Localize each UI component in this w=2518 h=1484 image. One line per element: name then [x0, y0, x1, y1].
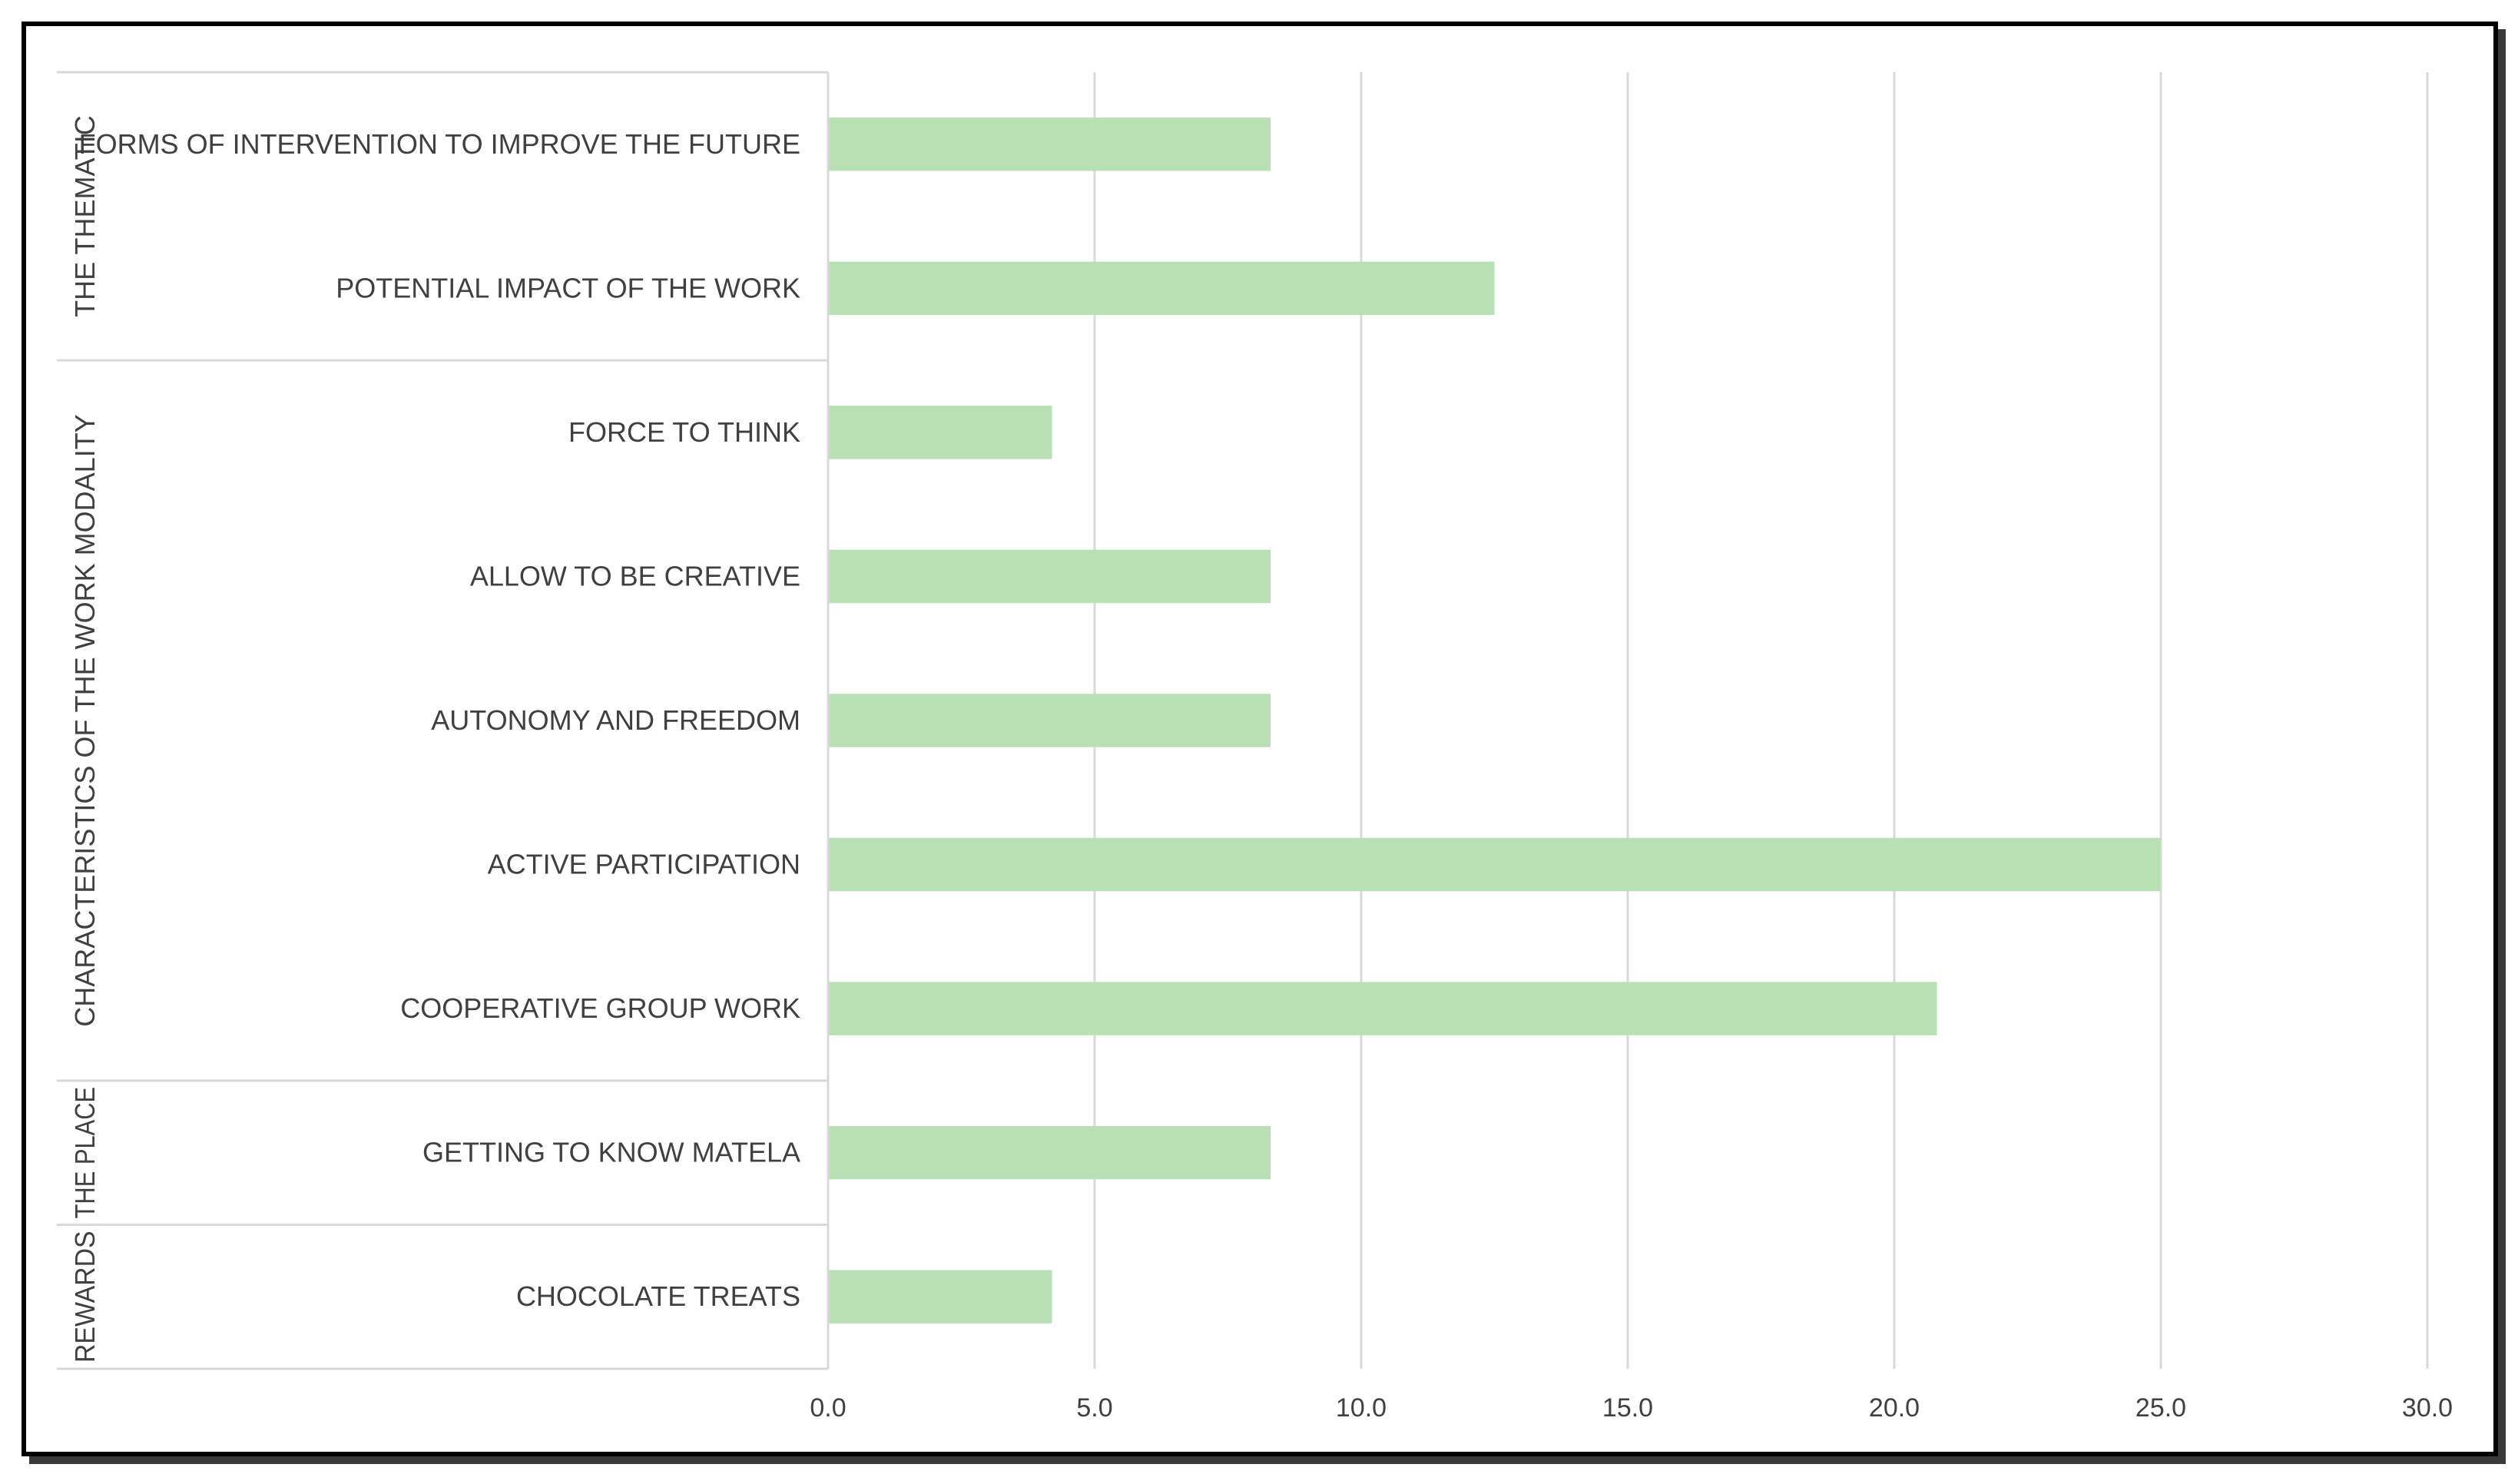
- x-tick-label: 10.0: [1336, 1393, 1387, 1423]
- bar: [828, 837, 2161, 892]
- bar: [828, 1125, 1271, 1180]
- x-tick-label: 0.0: [810, 1393, 846, 1423]
- category-label: ALLOW TO BE CREATIVE: [470, 560, 800, 591]
- group-label: THE THEMATIC: [69, 115, 101, 317]
- bars: [828, 118, 2161, 1323]
- group-labels: THE THEMATIC CHARACTERISTICS OF THE WORK …: [69, 115, 101, 1363]
- category-label: COOPERATIVE GROUP WORK: [400, 992, 800, 1024]
- x-tick-labels: 0.0 5.0 10.0 15.0 20.0 25.0 30.0: [810, 1393, 2453, 1423]
- category-label: CHOCOLATE TREATS: [516, 1280, 800, 1312]
- category-label: AUTONOMY AND FREEDOM: [431, 704, 800, 736]
- bar: [828, 406, 1052, 459]
- x-tick-label: 20.0: [1869, 1393, 1920, 1423]
- bar: [828, 261, 1495, 316]
- category-labels: FORMS OF INTERVENTION TO IMPROVE THE FUT…: [79, 128, 800, 1312]
- category-label: ACTIVE PARTICIPATION: [488, 849, 800, 880]
- category-label: GETTING TO KNOW MATELA: [422, 1137, 800, 1168]
- x-tick-label: 5.0: [1076, 1393, 1112, 1423]
- group-label: CHARACTERISTICS OF THE WORK MODALITY: [69, 414, 101, 1026]
- category-label: FORCE TO THINK: [568, 416, 800, 448]
- x-tick-label: 25.0: [2135, 1393, 2186, 1423]
- bar: [828, 694, 1271, 747]
- category-label: POTENTIAL IMPACT OF THE WORK: [336, 272, 800, 303]
- bar-chart: FORMS OF INTERVENTION TO IMPROVE THE FUT…: [57, 71, 2453, 1423]
- category-label: FORMS OF INTERVENTION TO IMPROVE THE FUT…: [79, 128, 800, 160]
- x-tick-label: 30.0: [2402, 1393, 2453, 1423]
- x-tick-label: 15.0: [1602, 1393, 1653, 1423]
- bar: [828, 1270, 1052, 1323]
- group-label: REWARDS: [69, 1231, 101, 1363]
- group-label: THE PLACE: [69, 1087, 101, 1219]
- chart-frame: FORMS OF INTERVENTION TO IMPROVE THE FUT…: [22, 22, 2498, 1456]
- bar: [828, 549, 1271, 604]
- axes: [57, 71, 830, 1370]
- bar: [828, 982, 1937, 1035]
- bar: [828, 118, 1271, 171]
